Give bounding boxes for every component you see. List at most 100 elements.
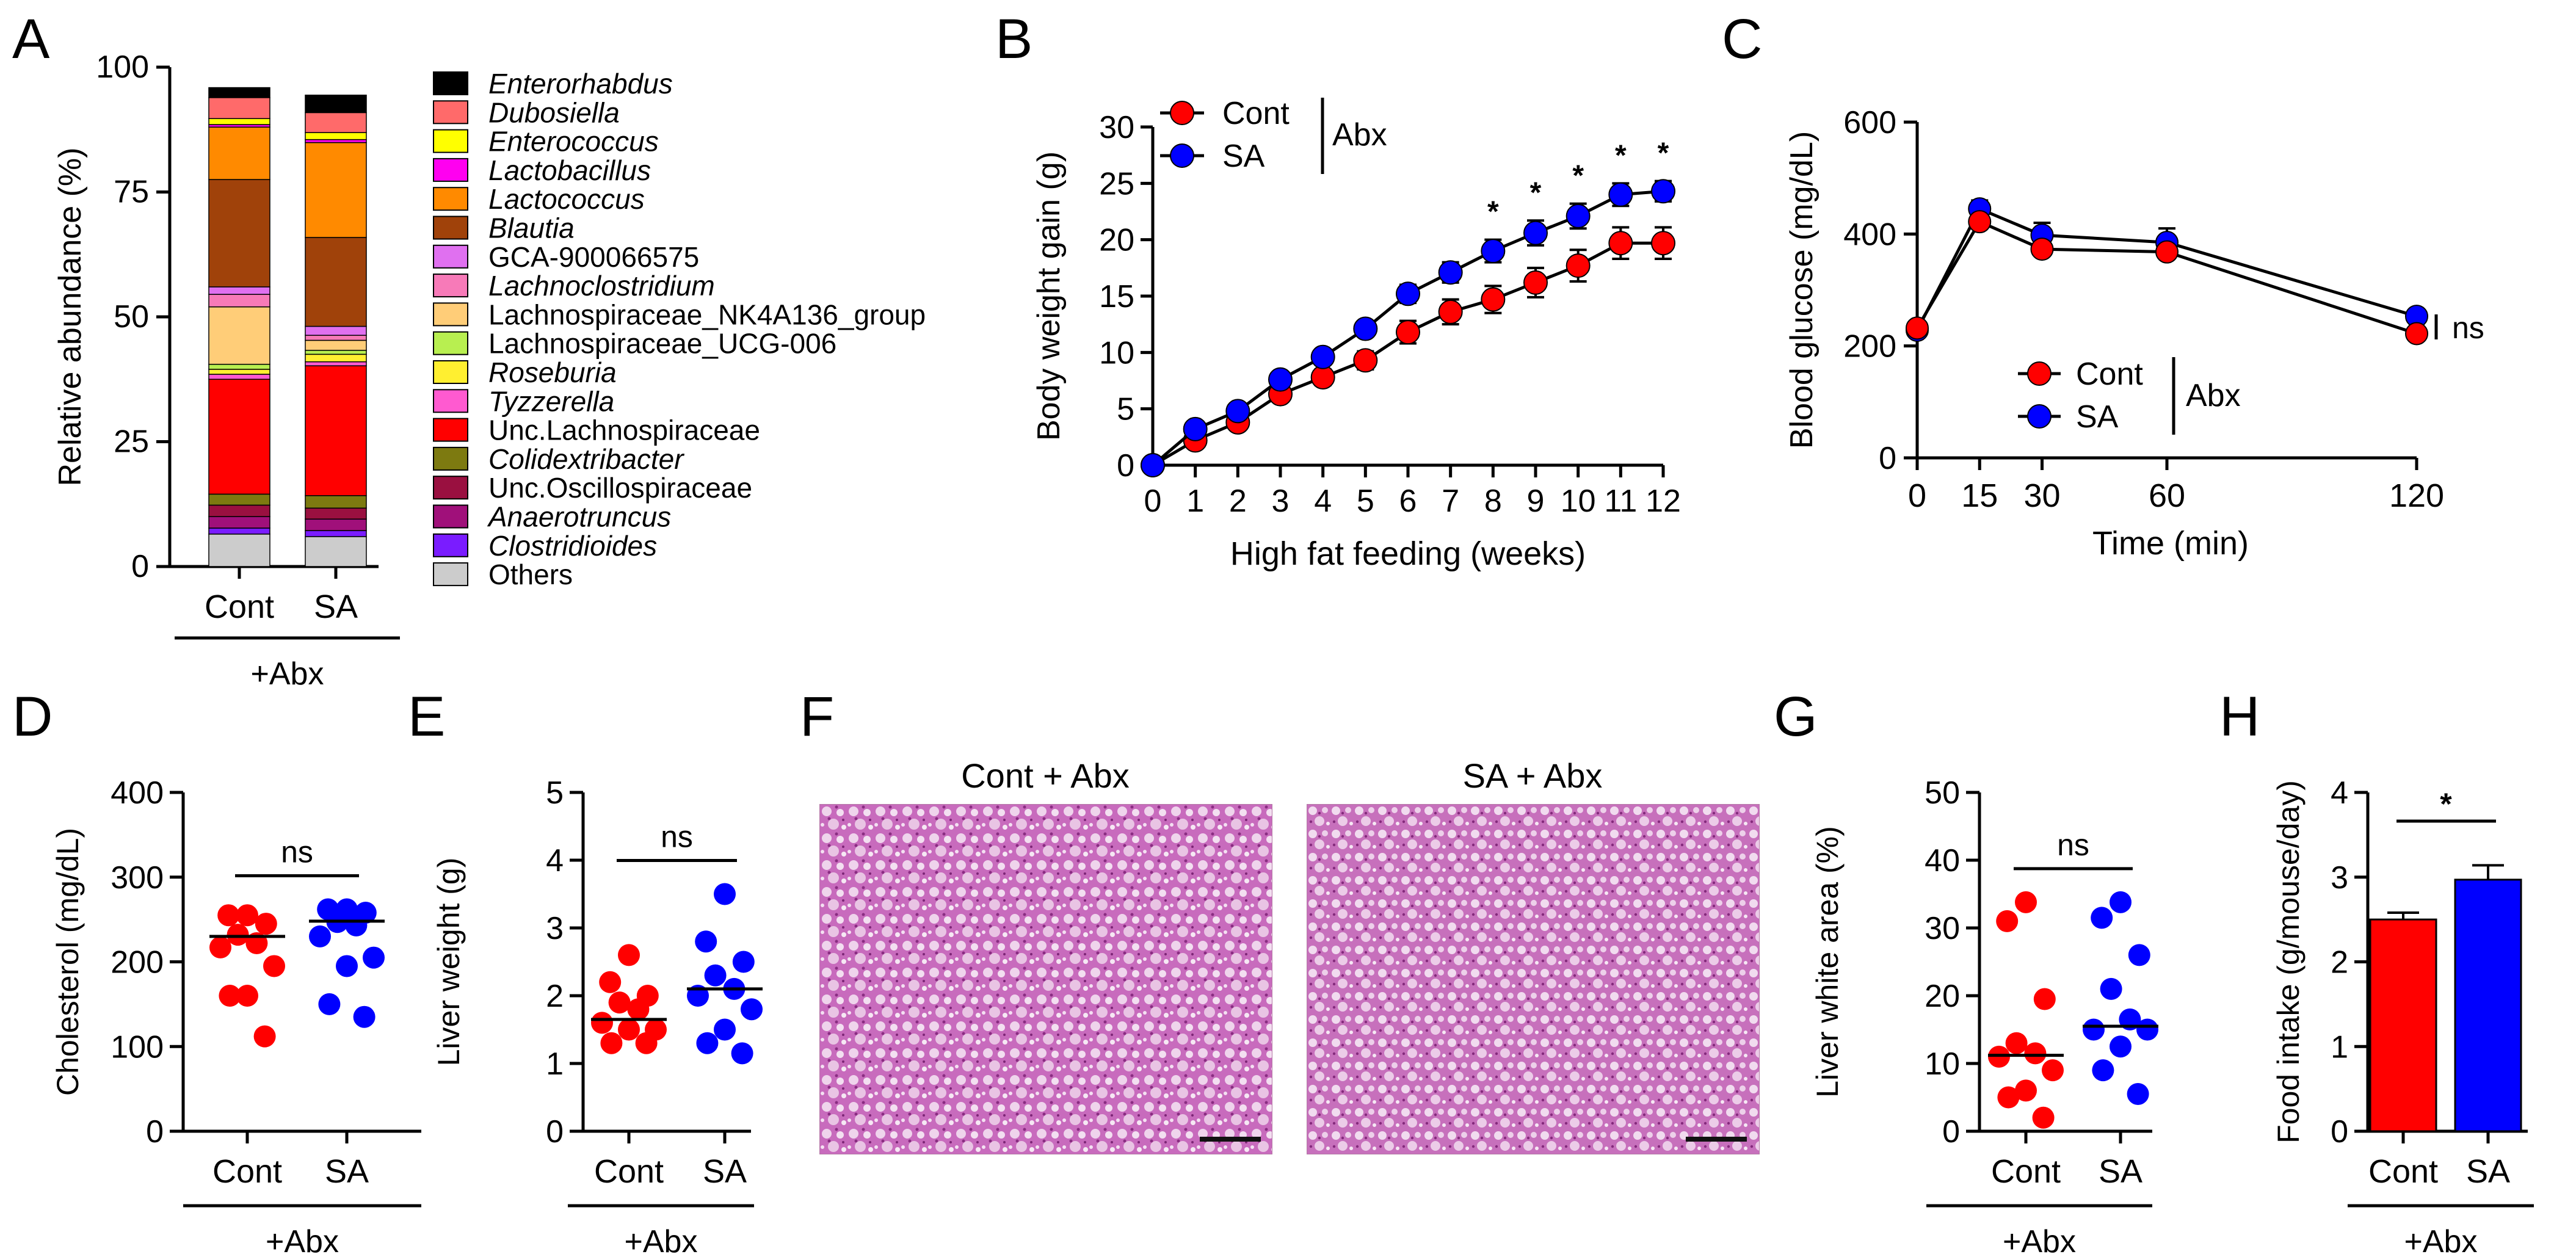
data-point: [1566, 203, 1591, 228]
bar-segment: [305, 95, 367, 114]
data-point: [608, 991, 631, 1014]
x-tick-label: Cont: [1991, 1153, 2061, 1190]
legend-swatch: [433, 360, 468, 384]
x-tick-label: 7: [1442, 484, 1459, 519]
bar-segment: [208, 516, 270, 529]
x-tick-label: 60: [2149, 477, 2185, 514]
y-tick-label: 2: [546, 979, 564, 1014]
legend-label: Cont: [1222, 96, 1290, 131]
x-tick-label: 9: [1527, 484, 1545, 519]
x-tick-label: 11: [1604, 484, 1637, 519]
bar-segment: [208, 294, 270, 308]
legend-swatch: [433, 562, 468, 587]
legend-marker: [1170, 101, 1194, 125]
scale-bar: [1686, 1137, 1747, 1142]
data-point: [1906, 316, 1929, 340]
data-point: [600, 1032, 623, 1054]
data-point: [714, 883, 736, 905]
significance-label: ns: [661, 820, 693, 854]
y-axis-title: Blood glucose (mg/dL): [1784, 131, 1820, 449]
x-tick-label: SA: [2466, 1153, 2510, 1190]
group-label: +Abx: [2003, 1224, 2076, 1257]
data-point: [704, 964, 727, 987]
bar-segment: [208, 118, 270, 125]
data-point: [618, 1018, 640, 1041]
x-tick-label: 5: [1357, 484, 1374, 519]
y-tick-label: 300: [111, 860, 164, 896]
data-point: [2005, 1032, 2028, 1054]
legend-label: Blautia: [488, 212, 575, 244]
histology-image-cont: [819, 804, 1272, 1154]
significance-marker: *: [1487, 196, 1499, 228]
data-point: [2024, 1042, 2047, 1065]
data-point: [2033, 988, 2056, 1010]
x-tick-label: 120: [2389, 477, 2444, 514]
x-tick-label: Cont: [205, 589, 274, 625]
x-tick-label: 0: [1144, 484, 1162, 519]
bar: [2454, 878, 2522, 1132]
legend-swatch: [433, 446, 468, 471]
legend-label: Unc.Lachnospiraceae: [488, 415, 760, 446]
legend-swatch: [433, 273, 468, 298]
data-point: [318, 993, 341, 1015]
legend-label: Lachnospiraceae_UCG-006: [488, 328, 836, 360]
y-tick-label: 1: [2331, 1029, 2348, 1065]
y-tick-label: 25: [1099, 166, 1134, 201]
data-point: [2091, 907, 2113, 929]
panel-letter: H: [2219, 686, 2260, 748]
legend-label: Lactococcus: [488, 183, 645, 215]
y-tick-label: 30: [1099, 110, 1134, 145]
legend-swatch: [433, 389, 468, 413]
bar-segment: [208, 379, 270, 495]
bar-segment: [305, 237, 367, 327]
legend-label: Cont: [2076, 357, 2143, 392]
significance-label: ns: [2452, 311, 2484, 345]
bar-segment: [208, 534, 270, 567]
y-tick-label: 10: [1099, 335, 1134, 371]
data-point: [236, 985, 258, 1007]
y-tick-label: 3: [2331, 860, 2348, 896]
y-tick-label: 75: [114, 175, 149, 210]
x-tick-label: 0: [1908, 477, 1926, 514]
data-point: [209, 936, 231, 958]
data-point: [2030, 237, 2054, 261]
data-point: [1353, 348, 1378, 373]
y-tick-label: 4: [2331, 775, 2348, 811]
data-point: [1268, 367, 1293, 392]
data-point: [345, 914, 368, 936]
y-tick-label: 400: [1843, 217, 1896, 252]
data-point: [2110, 891, 2132, 913]
data-point: [309, 925, 331, 947]
legend-swatch: [433, 533, 468, 557]
legend-label: Others: [488, 559, 573, 590]
data-point: [2136, 1018, 2158, 1041]
bar-segment: [305, 339, 367, 351]
bar-segment: [208, 87, 270, 98]
legend-swatch: [433, 302, 468, 327]
x-tick-label: SA: [703, 1153, 747, 1190]
x-tick-label: 2: [1229, 484, 1247, 519]
legend-label: SA: [2076, 399, 2119, 435]
group-label: +Abx: [625, 1224, 698, 1257]
y-axis-title: Food intake (g/mouse/day): [2271, 780, 2306, 1143]
data-point: [2127, 1082, 2149, 1105]
data-point: [1438, 299, 1463, 324]
data-point: [1523, 270, 1548, 295]
data-point: [1396, 320, 1420, 345]
significance-marker: *: [1530, 176, 1542, 209]
legend-label: Dubosiella: [488, 96, 620, 128]
y-tick-label: 50: [114, 299, 149, 335]
y-axis-title: Cholesterol (mg/dL): [51, 828, 85, 1096]
bar-segment: [305, 325, 367, 336]
y-tick-label: 2: [2331, 945, 2348, 980]
legend-swatch: [433, 476, 468, 500]
data-point: [695, 930, 717, 953]
data-point: [255, 913, 277, 935]
panel-letter: E: [408, 686, 445, 748]
y-tick-label: 0: [1117, 448, 1134, 484]
y-axis-title: Body weight gain (g): [1031, 151, 1067, 441]
legend-label: Clostridioides: [488, 530, 657, 562]
y-tick-label: 0: [2331, 1114, 2348, 1150]
data-point: [2083, 1018, 2105, 1041]
bar-segment: [305, 361, 367, 366]
